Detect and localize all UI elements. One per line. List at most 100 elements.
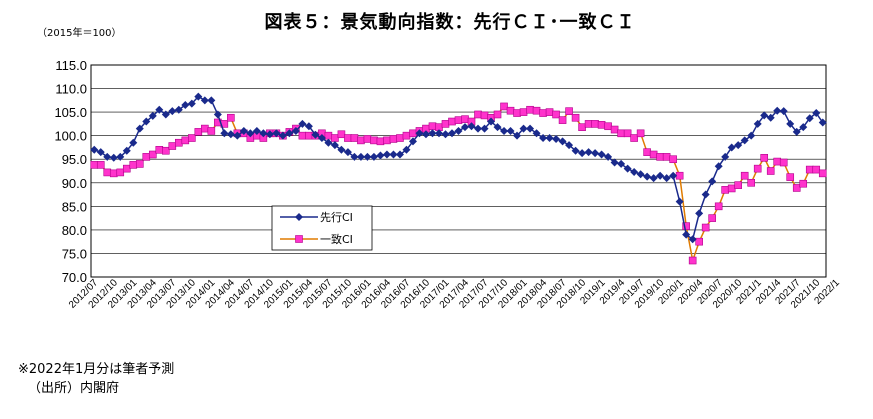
coincident-ci-point [122,164,131,173]
leading-ci-point [721,152,730,161]
leading-ci-point [272,129,281,138]
coincident-ci-point [500,102,508,111]
leading-ci-point [304,122,313,131]
coincident-ci-point [337,130,346,139]
coincident-ci-point [305,131,313,140]
leading-ci-point [727,143,736,152]
leading-ci-point [239,126,248,135]
coincident-ci-point [565,107,573,115]
coincident-ci-point [818,169,827,178]
leading-ci-point [161,110,170,119]
coincident-ci-point [786,173,795,181]
coincident-ci-point [578,123,586,131]
coincident-ci-point [168,142,177,150]
leading-ci-point [389,150,398,159]
legend: 先行CI 一致CI [271,205,373,251]
leading-ci-point [181,101,190,110]
coincident-ci-point [194,128,203,136]
leading-ci-point [148,111,157,120]
leading-ci-point [330,141,339,150]
leading-ci-point [669,171,678,180]
coincident-ci-point [662,153,671,161]
coincident-ci-point [649,150,658,159]
coincident-ci-point [539,109,547,117]
leading-ci-point [571,146,580,155]
coincident-ci-point [812,165,821,174]
leading-ci-point [96,148,105,157]
leading-ci-point [168,107,177,116]
coincident-ci-point [610,125,619,134]
leading-ci-point [382,150,391,159]
leading-ci-point [369,152,378,161]
coincident-ci-point [792,184,801,192]
coincident-ci-point [344,134,352,142]
leading-ci-point [480,124,489,133]
coincident-ci-point [363,135,372,143]
coincident-ci-point [805,165,814,174]
coincident-ci-point [454,116,463,124]
coincident-ci-point [623,129,632,138]
leading-ci-point [545,134,554,143]
leading-ci-point [207,96,216,105]
coincident-ci-point [753,164,762,173]
legend-label: 一致CI [320,232,353,246]
coincident-ci-point [175,138,183,147]
leading-ci-point [259,129,268,138]
coincident-ci-point [148,150,157,159]
leading-ci-point [135,124,144,133]
coincident-ci-point [597,121,606,129]
leading-ci-point [200,96,209,105]
leading-ci-point [786,119,795,128]
leading-ci-point [317,134,326,143]
coincident-ci-point [389,135,398,143]
coincident-ci-point [155,146,164,154]
leading-ci-point [298,119,307,128]
chart-title: 図表５：景気動向指数：先行ＣＩ･一致ＣＩ [264,12,636,33]
leading-ci-point [122,146,131,155]
coincident-ci-point [493,110,502,119]
coincident-ci-point [714,202,723,211]
coincident-ci-point [682,222,690,230]
leading-ci-point [461,123,470,132]
coincident-ci-point [181,136,190,145]
leading-ci-point [421,130,430,139]
footnote-forecast: ※2022年1月分は筆者予測 [18,362,175,377]
leading-ci-point [682,230,691,239]
coincident-ci-point [617,129,625,138]
leading-ci-point [142,117,151,126]
leading-ci-point [246,129,255,138]
coincident-ci-point [669,155,677,164]
coincident-ci-point [409,129,417,138]
coincident-ci-point [779,158,788,167]
y-tick-label: 80.0 [62,223,87,238]
coincident-ci-point [428,122,437,131]
leading-ci-point [753,119,762,128]
coincident-ci-point [506,106,515,115]
leading-ci-point [252,126,261,135]
coincident-ci-point [135,160,144,168]
leading-ci-point [441,130,450,139]
leading-ci-point [773,106,782,115]
leading-ci-point [129,138,138,147]
series [90,92,827,265]
y-tick-label: 105.0 [54,105,87,120]
leading-ci-point [506,126,515,135]
coincident-ci-point [461,115,469,123]
leading-ci-point [812,109,821,118]
leading-ci-point [90,145,99,154]
coincident-ci-point [103,168,112,177]
coincident-ci-point [441,120,450,128]
coincident-ci-point [532,106,541,115]
coincident-ci-point [760,154,769,162]
grid-lines [91,88,826,254]
coincident-ci-point [448,117,456,126]
footnotes: ※2022年1月分は筆者予測 （出所）内閣府 [18,360,174,398]
leading-ci-point [447,129,456,138]
leading-ci-point [194,92,203,101]
leading-ci-point [402,145,411,154]
leading-ci-point [265,130,274,139]
leading-ci-point [155,105,164,114]
coincident-ci-point [142,153,151,161]
coincident-ci-point [331,134,339,142]
leading-ci-point [363,152,372,161]
